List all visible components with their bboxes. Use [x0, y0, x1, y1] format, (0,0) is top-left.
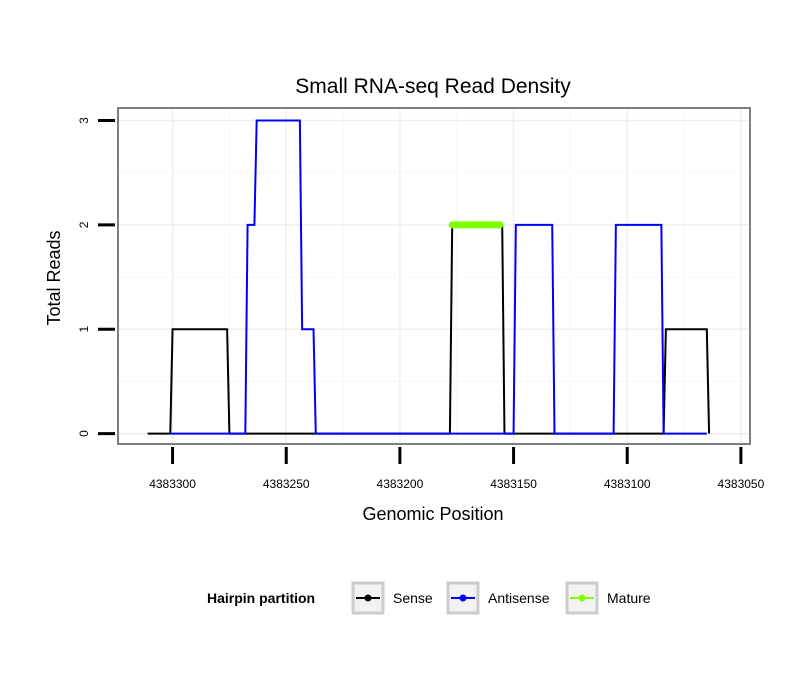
- legend-label-mature: Mature: [607, 590, 651, 606]
- series-layer: [147, 119, 711, 435]
- x-tick-label: 4383050: [718, 477, 765, 491]
- y-tick-label: 3: [77, 117, 91, 124]
- plot-panel-border: [117, 107, 751, 445]
- grid-major: [118, 108, 750, 444]
- legend-key-point: [578, 594, 586, 602]
- series-line-antisense: [170, 119, 707, 435]
- y-axis-ticks: 0 1 2 3: [77, 117, 115, 437]
- chart-title: Small RNA-seq Read Density: [295, 75, 571, 98]
- legend-key-point: [459, 594, 467, 602]
- legend-title: Hairpin partition: [207, 590, 315, 606]
- x-tick-label: 4383300: [149, 477, 196, 491]
- y-axis-label: Total Reads: [44, 230, 64, 325]
- legend-key-point: [364, 594, 372, 602]
- y-tick-label: 1: [77, 326, 91, 333]
- legend-label-sense: Sense: [393, 590, 433, 606]
- x-tick-label: 4383250: [263, 477, 310, 491]
- x-axis-label: Genomic Position: [362, 504, 503, 524]
- y-tick-label: 2: [77, 221, 91, 228]
- x-axis-ticks: 4383300 4383250 4383200 4383150 4383100 43830…: [149, 447, 765, 491]
- x-tick-label: 4383200: [377, 477, 424, 491]
- legend-entries: Sense Antisense Mature: [351, 581, 651, 615]
- legend-label-antisense: Antisense: [488, 590, 550, 606]
- x-tick-label: 4383100: [604, 477, 651, 491]
- y-tick-label: 0: [77, 430, 91, 437]
- x-tick-label: 4383150: [490, 477, 537, 491]
- grid-minor: [118, 108, 750, 444]
- legend: Hairpin partition Sense Antisense Mature: [207, 581, 651, 615]
